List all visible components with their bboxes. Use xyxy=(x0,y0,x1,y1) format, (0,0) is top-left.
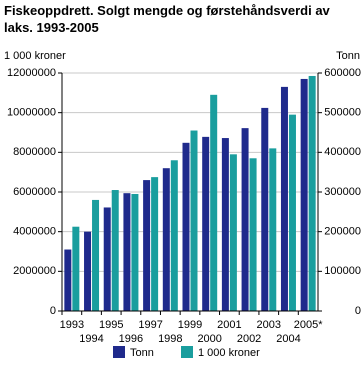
bar xyxy=(202,136,210,311)
y-tick-label: 12000000 xyxy=(7,67,56,79)
y2-tick-label: 300000 xyxy=(324,186,361,198)
x-tick-label: 1999 xyxy=(178,319,202,331)
bar xyxy=(221,138,229,311)
bar xyxy=(111,190,119,311)
y2-tick-label: 200000 xyxy=(324,226,361,238)
bar xyxy=(229,154,237,311)
legend-label: Tonn xyxy=(130,347,154,359)
y-tick-label: 8000000 xyxy=(13,146,56,158)
bar xyxy=(182,142,190,311)
bar xyxy=(241,128,249,311)
bar xyxy=(84,231,92,311)
y-axis-label: 1 000 kroner xyxy=(4,50,66,62)
chart-title: Fiskeoppdrett. Solgt mengde og førstehån… xyxy=(4,3,331,35)
bar xyxy=(190,130,198,311)
bar xyxy=(103,207,111,311)
y2-tick-label: 400000 xyxy=(324,146,361,158)
bar xyxy=(280,86,288,311)
bar xyxy=(72,226,80,311)
x-tick-label: 2000 xyxy=(197,333,221,345)
bar xyxy=(143,180,151,311)
y2-tick-label: 100000 xyxy=(324,265,361,277)
x-tick-label: 1995 xyxy=(99,319,123,331)
bar xyxy=(269,148,277,311)
y-tick-label: 10000000 xyxy=(7,107,56,119)
y-tick-label: 0 xyxy=(50,305,56,317)
legend-swatch xyxy=(113,346,125,358)
x-tick-label: 1998 xyxy=(158,333,182,345)
bar xyxy=(92,199,100,311)
x-tick-label: 2005* xyxy=(294,319,323,331)
bar xyxy=(131,193,139,311)
y2-axis-label: Tonn xyxy=(336,50,360,62)
bar xyxy=(162,168,170,311)
bar xyxy=(123,193,131,311)
bar xyxy=(249,158,257,311)
y2-tick-label: 600000 xyxy=(324,67,361,79)
x-tick-label: 2001 xyxy=(217,319,241,331)
y-tick-label: 4000000 xyxy=(13,226,56,238)
x-tick-label: 1997 xyxy=(138,319,162,331)
y-tick-label: 6000000 xyxy=(13,186,56,198)
legend-swatch xyxy=(181,346,193,358)
x-tick-label: 2004 xyxy=(276,333,300,345)
bar xyxy=(261,107,269,311)
x-tick-label: 2003 xyxy=(257,319,281,331)
y2-tick-label: 500000 xyxy=(324,107,361,119)
x-tick-label: 2002 xyxy=(237,333,261,345)
legend-label: 1 000 kroner xyxy=(198,347,260,359)
bar xyxy=(151,177,159,311)
bar xyxy=(170,160,178,311)
y-tick-label: 2000000 xyxy=(13,265,56,277)
bar xyxy=(288,114,296,312)
bar xyxy=(64,249,72,311)
y2-tick-label: 0 xyxy=(355,305,361,317)
bar xyxy=(210,94,218,311)
x-tick-label: 1996 xyxy=(119,333,143,345)
x-tick-label: 1994 xyxy=(79,333,103,345)
x-tick-label: 1993 xyxy=(60,319,84,331)
bar xyxy=(308,75,316,311)
bar xyxy=(300,78,308,311)
